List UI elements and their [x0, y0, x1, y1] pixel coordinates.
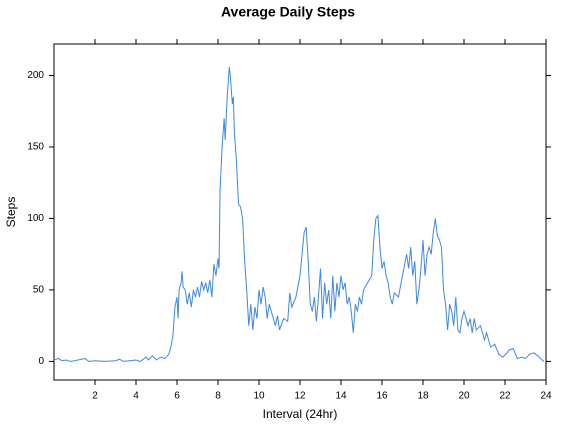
x-tick-label: 6	[174, 391, 180, 402]
y-tick-label: 150	[27, 142, 44, 153]
x-tick-label: 8	[215, 391, 221, 402]
y-tick-label: 0	[38, 356, 44, 367]
x-tick-label: 14	[335, 391, 347, 402]
data-line	[53, 66, 545, 362]
x-axis-label: Interval (24hr)	[263, 407, 338, 421]
x-tick-label: 24	[540, 391, 552, 402]
x-tick-label: 4	[133, 391, 139, 402]
x-tick-label: 2	[92, 391, 98, 402]
x-tick-label: 20	[458, 391, 470, 402]
x-tick-label: 16	[376, 391, 388, 402]
x-tick-label: 12	[294, 391, 306, 402]
y-tick-label: 200	[27, 70, 44, 81]
x-tick-label: 22	[499, 391, 511, 402]
y-axis-label: Steps	[4, 197, 18, 228]
x-tick-label: 10	[253, 391, 265, 402]
y-tick-label: 50	[33, 285, 45, 296]
y-tick-label: 100	[27, 213, 44, 224]
chart-title: Average Daily Steps	[221, 4, 355, 20]
x-tick-label: 18	[417, 391, 429, 402]
